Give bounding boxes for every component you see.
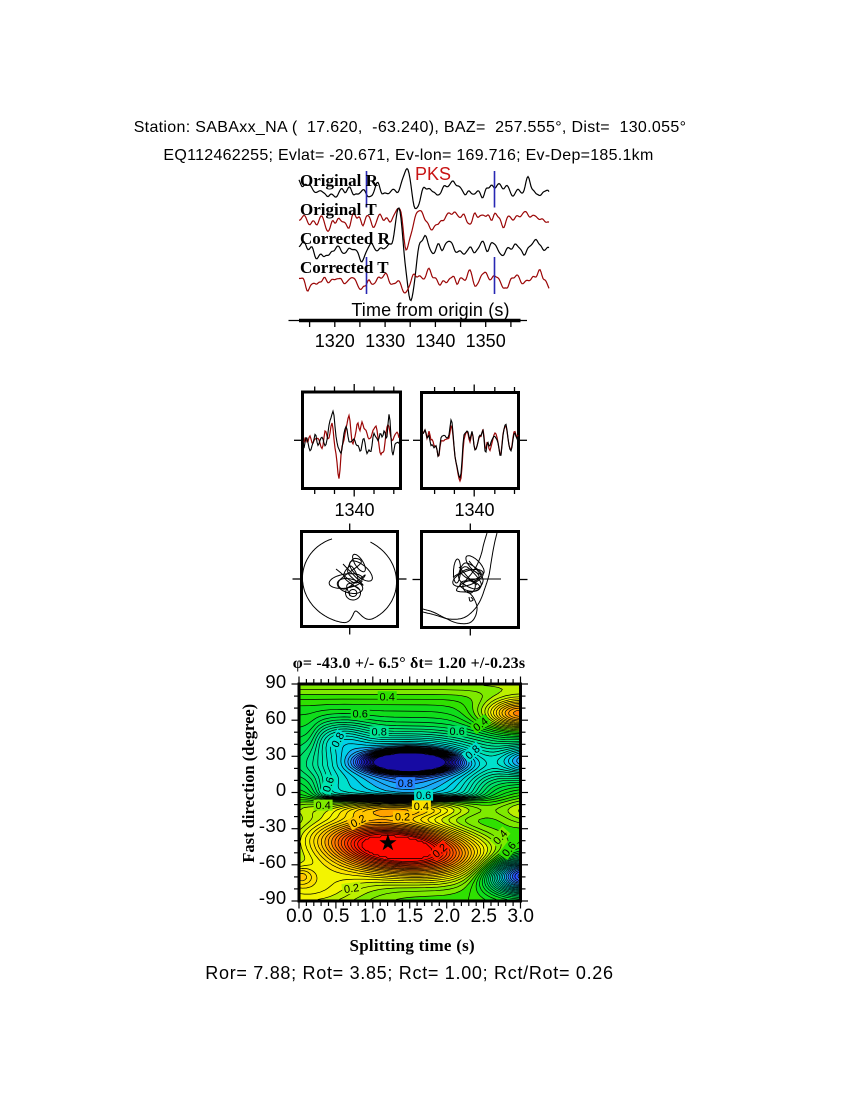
svg-text:0.6: 0.6 bbox=[449, 726, 464, 738]
svg-text:0.4: 0.4 bbox=[315, 800, 330, 812]
svg-text:0.2: 0.2 bbox=[343, 882, 360, 896]
svg-text:0.4: 0.4 bbox=[380, 692, 395, 704]
svg-text:0.6: 0.6 bbox=[416, 790, 431, 802]
svg-text:0.8: 0.8 bbox=[372, 727, 387, 739]
svg-text:0.4: 0.4 bbox=[414, 801, 429, 813]
svg-text:0.6: 0.6 bbox=[321, 776, 337, 794]
svg-text:0.2: 0.2 bbox=[395, 812, 410, 824]
svg-text:0.6: 0.6 bbox=[353, 709, 368, 721]
svg-text:0.8: 0.8 bbox=[398, 778, 413, 790]
